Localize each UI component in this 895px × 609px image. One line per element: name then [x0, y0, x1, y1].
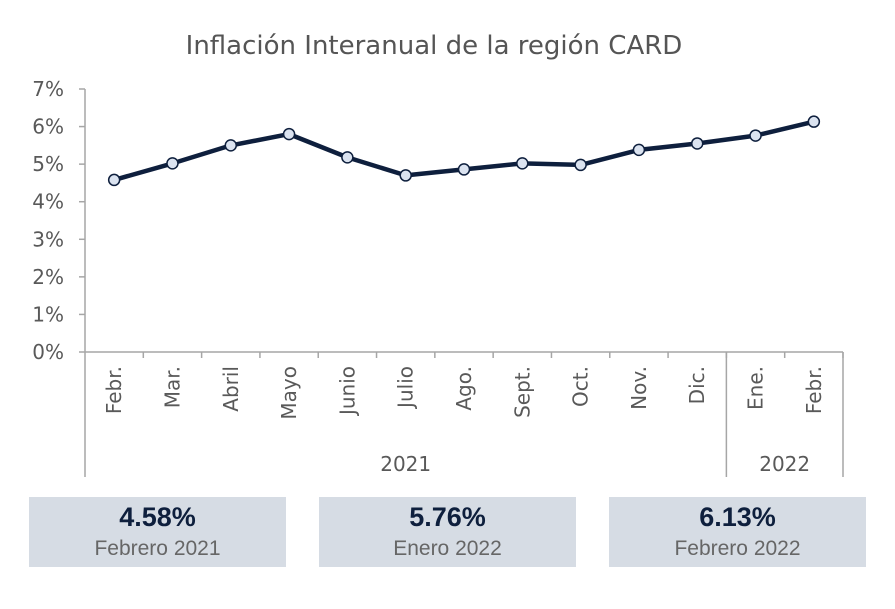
data-point — [632, 143, 646, 157]
x-tick-label: Sept. — [510, 366, 534, 418]
data-point — [574, 158, 587, 172]
data-point — [166, 157, 179, 170]
data-point — [457, 163, 471, 176]
inflation-series — [107, 115, 821, 187]
y-tick-label: 5% — [32, 152, 64, 176]
y-axis-ticks: 0% 1% 2% 3% 4% 5% 6% 7% — [32, 77, 85, 364]
stat-card-feb-2022: 6.13% Febrero 2022 — [609, 497, 866, 567]
x-tick-label: Junio — [335, 366, 359, 417]
data-point — [516, 157, 529, 170]
year-group-label: 2022 — [759, 452, 810, 476]
stat-card-jan-2022: 5.76% Enero 2022 — [319, 497, 576, 567]
y-tick-label: 3% — [32, 227, 64, 251]
x-tick-label: Abril — [219, 366, 243, 412]
data-point — [399, 169, 412, 182]
x-tick-label: Mar. — [160, 366, 184, 408]
y-tick-label: 4% — [32, 190, 64, 214]
x-tick-label: Dic. — [685, 366, 709, 404]
y-tick-label: 0% — [32, 340, 64, 364]
stat-card-feb-2021: 4.58% Febrero 2021 — [29, 497, 286, 567]
data-point — [107, 173, 121, 187]
x-tick-label: Mayo — [277, 366, 301, 420]
y-tick-label: 6% — [32, 115, 64, 139]
x-tick-label: Febr. — [102, 366, 126, 414]
x-tick-label: Nov. — [627, 366, 651, 410]
chart-axes — [84, 89, 843, 477]
stat-value: 4.58% — [119, 502, 196, 532]
stat-value: 6.13% — [699, 502, 776, 532]
inflation-line-chart: Inflación Interanual de la región CARD 0… — [32, 31, 844, 477]
x-tick-label: Julio — [394, 366, 418, 410]
x-axis-ticks: Febr. Mar. Abril Mayo Junio Julio Ago. Sept. Oct… — [102, 352, 844, 420]
y-tick-label: 7% — [32, 77, 64, 101]
x-tick-label: Oct. — [569, 366, 593, 407]
stat-label: Enero 2022 — [393, 537, 502, 560]
stat-label: Febrero 2021 — [94, 537, 221, 560]
x-tick-label: Ene. — [744, 366, 768, 410]
y-tick-label: 1% — [32, 302, 64, 326]
y-tick-label: 2% — [32, 265, 64, 289]
x-tick-label: Ago. — [452, 366, 476, 411]
stat-label: Febrero 2022 — [674, 537, 801, 560]
chart-title: Inflación Interanual de la región CARD — [186, 31, 683, 61]
x-tick-label: Febr. — [802, 366, 826, 414]
data-point — [690, 137, 704, 150]
stat-value: 5.76% — [409, 502, 486, 532]
year-group-label: 2021 — [380, 452, 431, 476]
data-point — [224, 139, 238, 152]
data-point — [341, 151, 354, 164]
data-point — [749, 129, 762, 142]
data-point — [282, 127, 296, 141]
data-point — [807, 115, 821, 128]
year-group-labels: 2021 2022 — [380, 352, 844, 477]
